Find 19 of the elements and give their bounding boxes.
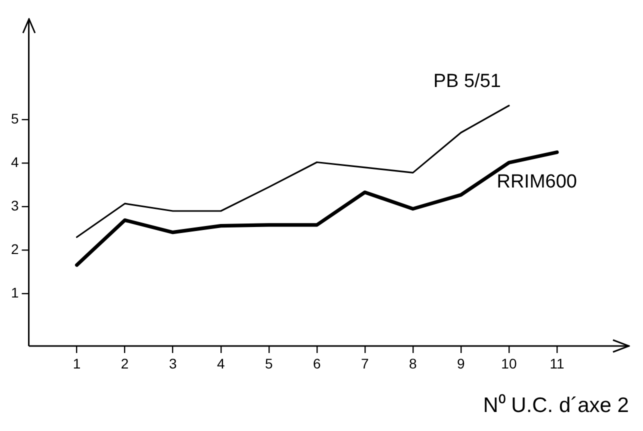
series-label: PB 5/51 xyxy=(433,70,501,92)
series-label: RRIM600 xyxy=(496,171,577,192)
y-tick-label: 4 xyxy=(10,154,19,170)
x-tick-label: 7 xyxy=(361,355,370,372)
y-tick-label: 3 xyxy=(10,198,19,214)
x-axis-title: N⁰ U.C. d´axe 2 xyxy=(483,394,629,418)
x-tick-label: 6 xyxy=(312,355,321,372)
y-tick-label: 5 xyxy=(10,110,19,126)
x-tick-label: 8 xyxy=(409,355,418,372)
x-tick-label: 2 xyxy=(120,355,129,372)
x-tick-label: 10 xyxy=(501,355,517,372)
y-tick-label: 2 xyxy=(10,241,19,258)
x-tick-label: 1 xyxy=(72,355,81,372)
x-tick-label: 5 xyxy=(264,355,273,372)
y-tick-label: 1 xyxy=(10,284,19,301)
x-tick-label: 11 xyxy=(550,355,564,372)
x-tick-label: 4 xyxy=(216,355,225,372)
x-tick-label: 3 xyxy=(168,355,177,372)
x-tick-label: 9 xyxy=(457,355,466,372)
